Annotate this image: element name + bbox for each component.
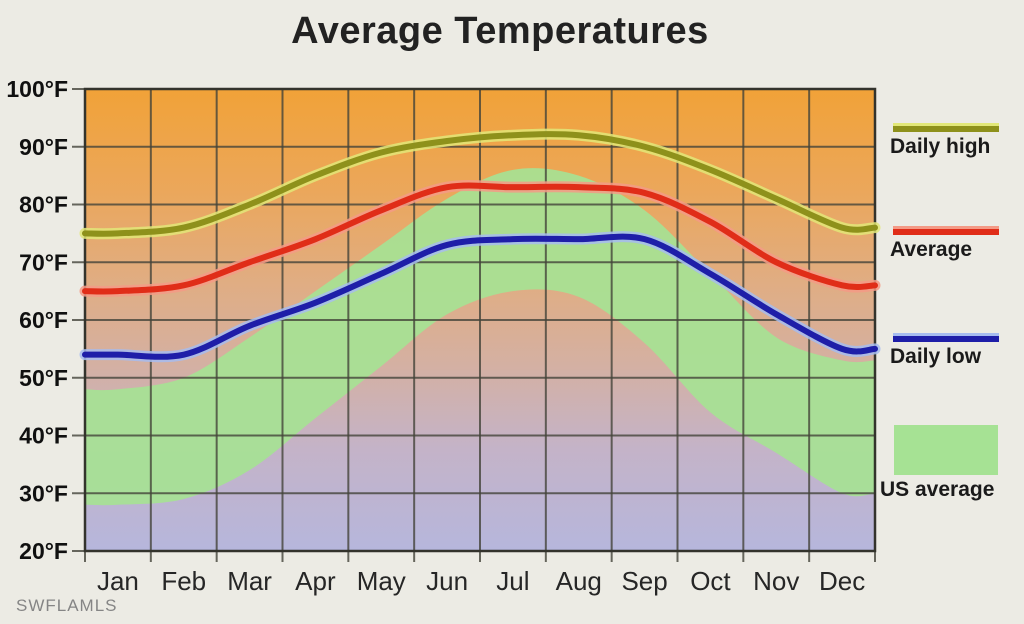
x-tick-label: Mar [227,566,272,596]
legend-label-daily-high: Daily high [890,135,991,158]
chart-title: Average Temperatures [291,10,709,52]
plot-frame [83,87,877,553]
watermark: SWFLAMLS [16,596,118,615]
legend-item-daily-high: Daily high [878,123,1024,159]
x-tick-label: Feb [161,566,206,596]
daily-low-line-swatch [893,333,999,342]
x-tick-label: Jul [496,566,529,596]
average-line [82,182,878,295]
y-tick-label: 90°F [19,134,68,160]
x-tick-label: Nov [753,566,799,596]
us-average-area-swatch [894,425,998,475]
y-tick-label: 70°F [19,249,68,275]
chart-legend: Daily high Average Daily low US average [878,0,1024,624]
legend-label-us-average: US average [880,478,995,501]
x-tick-label: Apr [295,566,336,596]
daily-high-line [82,131,878,237]
x-tick-label: Jan [97,566,139,596]
legend-label-daily-low: Daily low [890,345,982,368]
legend-item-us-average: US average [878,425,1024,502]
x-tick-label: Aug [556,566,602,596]
legend-item-daily-low: Daily low [878,333,1024,369]
x-tick-label: Dec [819,566,865,596]
legend-item-average: Average [878,226,1024,262]
x-tick-label: Oct [690,566,731,596]
y-tick-label: 50°F [19,365,68,391]
y-tick-label: 30°F [19,480,68,506]
daily-low-line [82,233,878,360]
y-tick-label: 20°F [19,538,68,564]
average-line-swatch [893,226,999,235]
x-tick-label: May [357,566,406,596]
x-axis-labels: Jan Feb Mar Apr May Jun Jul Aug Sep Oct Nov Dec [97,566,865,596]
y-tick-label: 100°F [6,76,68,102]
x-tick-label: Sep [621,566,667,596]
x-tick-label: Jun [426,566,468,596]
y-axis-labels: 100°F 90°F 80°F 70°F 60°F 50°F 40°F 30°F 20°F [6,76,68,564]
y-tick-label: 80°F [19,192,68,218]
y-tick-label: 60°F [19,307,68,333]
legend-label-average: Average [890,238,973,261]
y-tick-label: 40°F [19,423,68,449]
daily-high-line-swatch [893,123,999,132]
